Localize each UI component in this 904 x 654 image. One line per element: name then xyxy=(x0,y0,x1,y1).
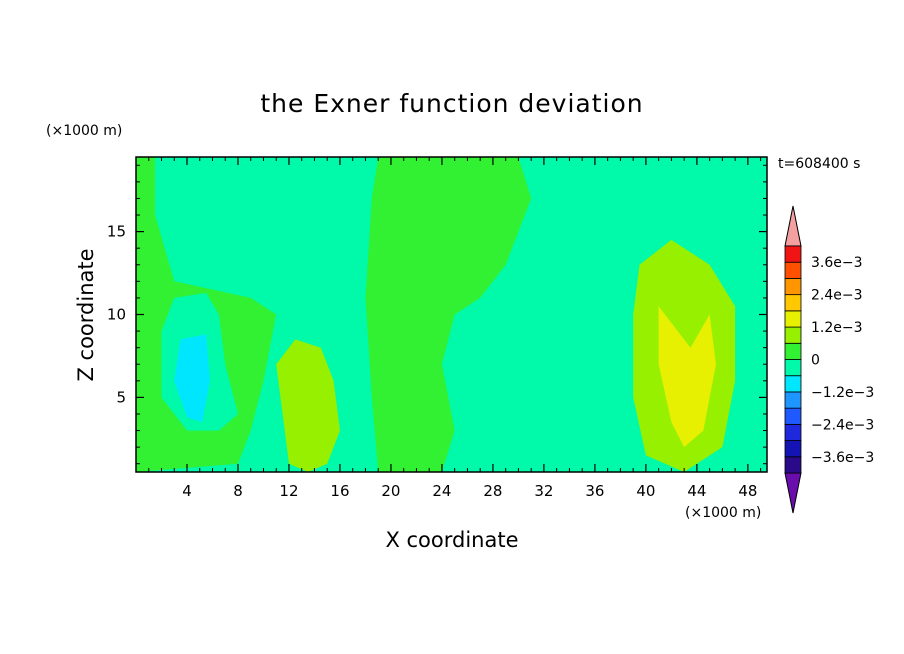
x-tick-label: 48 xyxy=(738,482,757,500)
colorbar-label: −3.6e−3 xyxy=(811,450,874,466)
colorbar-box xyxy=(784,423,802,441)
colorbar-box xyxy=(784,456,802,474)
colorbar-box xyxy=(784,391,802,409)
contour-region-left-inner xyxy=(174,334,210,423)
colorbar-box xyxy=(784,342,802,360)
y-tick-label: 5 xyxy=(116,388,126,406)
y-tick-label: 15 xyxy=(107,223,126,241)
colorbar-box xyxy=(784,440,802,458)
chart-title: the Exner function deviation xyxy=(260,89,643,118)
contour-region-center-core xyxy=(480,284,544,398)
colorbar-box xyxy=(784,359,802,377)
x-tick-label: 32 xyxy=(534,482,553,500)
x-tick-label: 8 xyxy=(233,482,243,500)
colorbar-box xyxy=(784,245,802,263)
colorbar-label: 0 xyxy=(811,353,820,369)
y-axis: 5 10 15 xyxy=(107,164,767,465)
colorbar-box xyxy=(784,261,802,279)
x-tick-label: 24 xyxy=(432,482,451,500)
contour-region-positive-blob-14 xyxy=(276,339,340,472)
contour-field xyxy=(136,157,767,472)
contour-region-right-core xyxy=(658,306,716,448)
colorbar-label: 1.2e−3 xyxy=(811,320,863,336)
colorbar-box xyxy=(784,407,802,425)
colorbar-box xyxy=(784,294,802,312)
colorbar-label: 3.6e−3 xyxy=(811,255,863,271)
x-tick-label: 4 xyxy=(182,482,192,500)
contour-region-center-neutral xyxy=(365,157,532,472)
x-tick-label: 12 xyxy=(279,482,298,500)
colorbar-box xyxy=(784,310,802,328)
colorbar-box xyxy=(784,326,802,344)
colorbar-box xyxy=(784,375,802,393)
x-axis-label: X coordinate xyxy=(385,528,518,552)
colorbar-label: −2.4e−3 xyxy=(811,417,874,433)
x-tick-label: 28 xyxy=(483,482,502,500)
colorbar: 3.6e−3 2.4e−3 1.2e−3 0 −1.2e−3 −2.4e−3 −3.6e−3 xyxy=(784,205,874,514)
colorbar-box xyxy=(784,278,802,296)
z-unit-label: (×1000 m) xyxy=(46,123,122,139)
x-tick-label: 40 xyxy=(636,482,655,500)
y-axis-label: Z coordinate xyxy=(74,248,98,381)
time-label: t=608400 s xyxy=(778,156,860,172)
x-tick-label: 16 xyxy=(330,482,349,500)
colorbar-label: −1.2e−3 xyxy=(811,385,874,401)
x-tick-label: 44 xyxy=(687,482,706,500)
x-tick-label: 20 xyxy=(381,482,400,500)
x-axis: 4 8 12 16 20 24 28 32 36 40 44 48 xyxy=(148,157,762,500)
colorbar-top-triangle xyxy=(784,205,802,247)
colorbar-label: 2.4e−3 xyxy=(811,288,863,304)
x-unit-label: (×1000 m) xyxy=(685,505,761,521)
colorbar-bottom-triangle xyxy=(784,472,802,514)
x-tick-label: 36 xyxy=(585,482,604,500)
y-tick-label: 10 xyxy=(107,306,126,324)
